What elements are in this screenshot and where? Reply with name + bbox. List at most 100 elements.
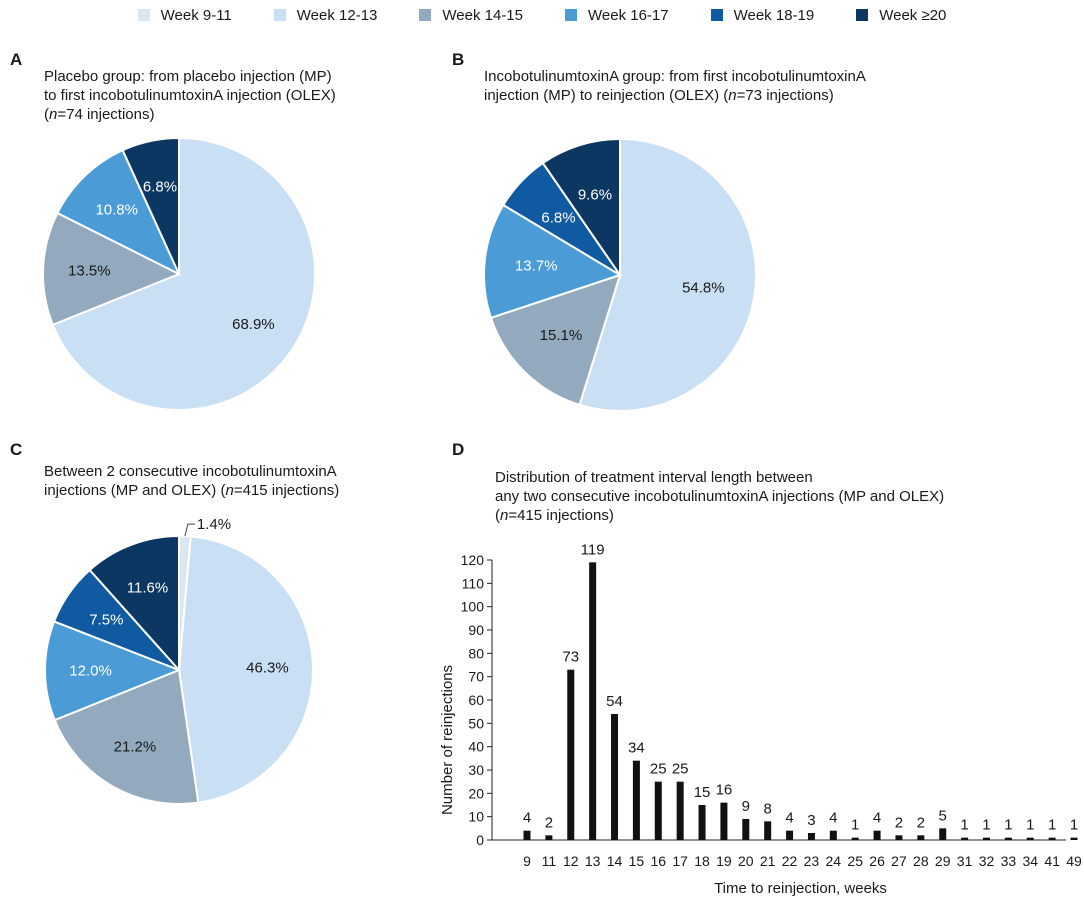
x-tick-label: 18 xyxy=(694,853,710,869)
y-tick-label: 0 xyxy=(476,832,484,848)
y-tick-label: 10 xyxy=(468,809,484,825)
pie-B-label: 9.6% xyxy=(578,186,612,203)
x-tick-label: 24 xyxy=(826,853,842,869)
x-tick-label: 20 xyxy=(738,853,754,869)
y-tick-label: 70 xyxy=(468,669,484,685)
panel-c-title-line-1: Between 2 consecutive incobotulinumtoxin… xyxy=(44,463,337,480)
bar-value-label: 73 xyxy=(562,649,579,666)
pie-B-label: 54.8% xyxy=(682,280,725,297)
bar-value-label: 15 xyxy=(694,784,711,801)
legend-swatch xyxy=(565,9,577,21)
bar-value-label: 1 xyxy=(960,817,968,834)
bar xyxy=(654,781,662,840)
panel-a-title: Placebo group: from placebo injection (M… xyxy=(44,67,336,124)
bar-value-label: 2 xyxy=(917,814,925,831)
x-tick-label: 14 xyxy=(607,853,623,869)
bar xyxy=(545,835,553,840)
pie-A-label: 6.8% xyxy=(143,178,177,195)
pie-A-slice xyxy=(56,148,182,277)
legend-item: Week 18-19 xyxy=(710,7,814,24)
x-tick-label: 19 xyxy=(716,853,732,869)
bar xyxy=(589,562,597,840)
pie-C-slice xyxy=(44,620,182,722)
x-tick-label: 28 xyxy=(913,853,929,869)
x-tick-label: 49 xyxy=(1066,853,1082,869)
x-axis-title: Time to reinjection, weeks xyxy=(714,880,887,897)
pie-A-label: 13.5% xyxy=(68,262,111,279)
x-tick-label: 15 xyxy=(629,853,645,869)
x-tick-label: 21 xyxy=(760,853,776,869)
bar xyxy=(698,805,706,840)
bar-value-label: 5 xyxy=(939,807,947,824)
legend-label: Week 14-15 xyxy=(442,6,523,24)
bar xyxy=(961,837,969,840)
pie-A-label: 10.8% xyxy=(95,201,138,218)
x-tick-label: 27 xyxy=(891,853,907,869)
bar-value-label: 1 xyxy=(1004,817,1012,834)
pie-A-slice xyxy=(42,211,182,327)
bar xyxy=(1004,837,1012,840)
x-tick-label: 9 xyxy=(523,853,531,869)
y-tick-label: 80 xyxy=(468,645,484,661)
bar-value-label: 16 xyxy=(716,782,733,799)
pie-C: 1.4% 46.3% 21.2% 12.0% 7.5%11.6% xyxy=(44,516,314,805)
y-tick-label: 60 xyxy=(468,692,484,708)
panel-a-title-n: (n=74 injections) xyxy=(44,106,155,123)
y-tick-label: 100 xyxy=(461,599,485,615)
pie-A-slice xyxy=(121,136,180,275)
y-tick-label: 90 xyxy=(468,622,484,638)
bar xyxy=(1026,837,1034,840)
legend-swatch xyxy=(419,9,432,21)
legend-label: Week 9-11 xyxy=(160,6,232,24)
legend-swatch xyxy=(273,9,286,21)
bar-value-label: 2 xyxy=(895,814,903,831)
bar-value-label: 4 xyxy=(523,810,531,827)
bar-value-label: 119 xyxy=(581,541,605,558)
panel-b-title-line-2: injection (MP) to reinjection (OLEX) (n=… xyxy=(484,87,834,104)
panel-b-title-line-1: IncobotulinumtoxinA group: from first in… xyxy=(484,68,866,85)
bar xyxy=(720,802,728,840)
pie-C-leader-line xyxy=(184,523,195,537)
x-tick-label: 31 xyxy=(957,853,973,869)
pie-B-label: 6.8% xyxy=(541,209,575,226)
y-tick-label: 120 xyxy=(461,552,485,568)
pie-C-label: 7.5% xyxy=(89,612,123,629)
bar-value-label: 3 xyxy=(807,812,815,829)
bar-value-label: 4 xyxy=(873,810,881,827)
legend-swatch xyxy=(856,9,869,21)
pie-A: 68.9% 13.5% 10.8% 6.8% xyxy=(42,136,316,411)
pie-B-slice xyxy=(483,203,623,320)
panel-b-letter: B xyxy=(452,50,465,69)
pie-C-label: 11.6% xyxy=(127,579,168,596)
panel-d-title-line-2: any two consecutive incobotulinumtoxinA … xyxy=(495,488,945,505)
panel-c-letter: C xyxy=(10,440,23,459)
bar-value-label: 54 xyxy=(606,693,623,710)
y-tick-label: 50 xyxy=(468,715,484,731)
pie-C-slice xyxy=(177,535,314,804)
bar xyxy=(632,760,640,840)
x-tick-label: 32 xyxy=(979,853,995,869)
x-tick-label: 11 xyxy=(542,853,557,869)
x-tick-label: 34 xyxy=(1022,853,1038,869)
pie-C-label: 46.3% xyxy=(246,659,289,676)
x-tick-label: 16 xyxy=(650,853,666,869)
bar xyxy=(611,714,619,840)
bar xyxy=(895,835,903,840)
legend-item: Week 16-17 xyxy=(565,7,669,24)
panel-c-title-line-2: injections (MP and OLEX) (n=415 injectio… xyxy=(44,482,340,499)
bar-value-label: 25 xyxy=(650,761,667,778)
bar-value-label: 4 xyxy=(829,810,837,827)
y-tick-label: 40 xyxy=(468,739,484,755)
legend-item: Week 14-15 xyxy=(419,7,523,24)
bar xyxy=(851,837,859,840)
x-tick-label: 13 xyxy=(585,853,601,869)
x-tick-label: 29 xyxy=(935,853,951,869)
panel-c-title: Between 2 consecutive incobotulinumtoxin… xyxy=(44,462,339,500)
x-tick-label: 17 xyxy=(672,853,688,869)
pie-B-slice xyxy=(578,137,757,412)
bar xyxy=(873,830,881,840)
panel-d-title: Distribution of treatment interval lengt… xyxy=(495,468,944,525)
legend-swatch xyxy=(137,9,150,21)
panel-a-title-line-1: Placebo group: from placebo injection (M… xyxy=(44,68,332,85)
